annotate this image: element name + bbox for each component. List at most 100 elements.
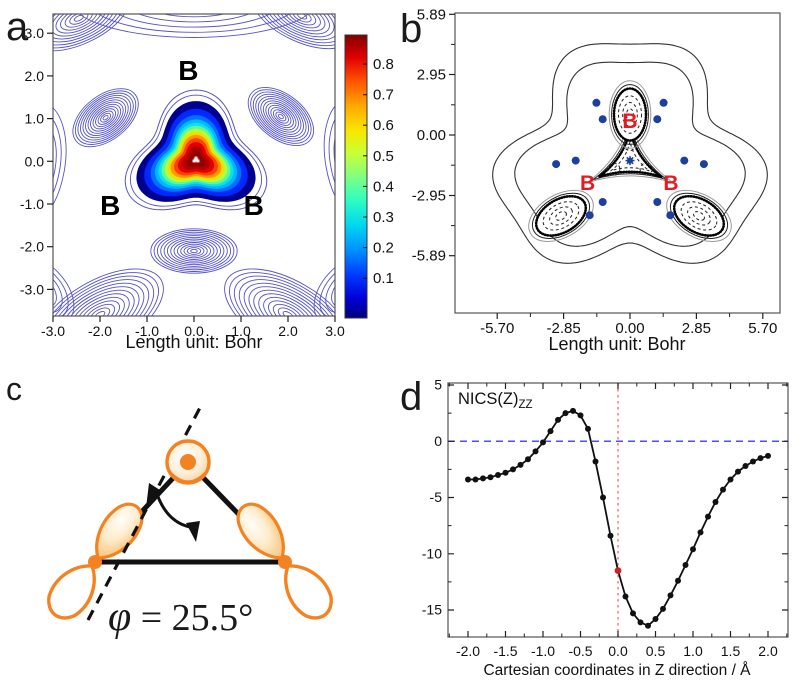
x-tick-label: 1.0	[231, 323, 251, 339]
boron-label-red: B	[622, 110, 637, 133]
x-tick-label: 1.5	[721, 643, 741, 659]
y-tick-label: 0.0	[25, 153, 45, 169]
data-point	[750, 458, 756, 465]
y-tick-label: -5.89	[412, 248, 446, 265]
data-point	[645, 622, 651, 629]
data-point	[742, 463, 749, 469]
data-point	[510, 466, 516, 473]
x-tick-label: -2.85	[546, 320, 580, 337]
outer-contour-2	[514, 61, 746, 247]
data-point	[525, 456, 531, 463]
contour-swirl	[53, 253, 75, 316]
x-tick-label: -1.0	[135, 323, 159, 339]
arrowhead-along-dashed-axis	[146, 483, 163, 508]
center-inner-dashed	[610, 141, 650, 172]
data-point	[600, 494, 606, 501]
data-point	[555, 416, 561, 423]
blue-dot	[552, 160, 561, 169]
blue-dot	[598, 198, 607, 206]
nics-data-series	[465, 407, 771, 629]
panel-label-b: b	[400, 7, 422, 51]
data-point	[705, 513, 711, 520]
contour-swirl	[53, 268, 164, 316]
contour-swirl	[313, 253, 335, 316]
chart-title: NICS(Z)ZZ	[458, 390, 533, 411]
right-p-orbital	[236, 502, 333, 620]
data-point	[585, 425, 591, 432]
axes-ticks: -2.0 -1.5 -1.0 -0.5 0.0 0.5 1.0 1.5 2.0 5 0 -5 -10 -1…	[422, 377, 788, 659]
blue-dot	[592, 98, 601, 107]
y-tick-label: -5	[430, 489, 443, 505]
y-tick-label: 0	[434, 433, 442, 449]
y-tick-label: 5.89	[417, 6, 446, 23]
panel-label-c: c	[6, 371, 22, 407]
panel-c-orbital-schematic: c φ = 25.5°	[6, 371, 333, 640]
colorbar-tick-label: 0.8	[373, 56, 394, 73]
data-point	[675, 577, 681, 584]
y-tick-label: 5	[434, 377, 442, 393]
y-tick-label: -10	[422, 545, 442, 561]
orbital-underside-arc	[168, 470, 208, 483]
axes-ticks: -5.70 -2.85 0.00 2.85 5.70 5.89 2.95 0.00 -2.95 -…	[412, 6, 778, 337]
reference-lines	[448, 383, 788, 637]
contour-swirl	[224, 268, 335, 316]
center-bold-shape	[597, 128, 663, 179]
data-point	[622, 593, 629, 600]
blue-dot	[680, 156, 689, 165]
panel-label-d: d	[400, 375, 422, 419]
data-point	[727, 476, 734, 483]
blue-dot	[571, 156, 580, 165]
top-out-of-plane-orbital	[165, 439, 211, 485]
y-tick-label: -2.95	[412, 188, 446, 205]
blob-outer-contour	[129, 94, 263, 207]
colorbar-tick-label: 0.5	[373, 148, 394, 165]
y-tick-label: 3.0	[25, 25, 45, 41]
x-tick-label: -1.5	[493, 643, 517, 659]
data-point	[667, 592, 674, 599]
center-arm-dashed-circle	[607, 162, 621, 176]
highlighted-zero-point	[614, 567, 622, 574]
y-tick-label: -1.0	[20, 196, 44, 212]
data-point	[765, 452, 771, 459]
data-point	[577, 412, 584, 419]
colorbar-tick-label: 0.6	[373, 117, 394, 134]
contour-swirl	[150, 228, 238, 274]
boron-label: B	[244, 190, 264, 221]
x-tick-label: 3.0	[325, 323, 345, 339]
orbital-lobe-contours	[608, 80, 652, 149]
blob-outer-contour	[124, 89, 268, 211]
panel-d-nics-line-chart: d -2.0 -1.5 -1.0 -0.5 0.0 0.5 1.0 1.5 2.0 5 0 -5 -10…	[400, 375, 789, 679]
center-arm-dashed-circle	[639, 162, 653, 176]
colorbar-tick-label: 0.1	[373, 270, 394, 287]
boron-label: B	[178, 55, 198, 86]
blue-dot	[653, 198, 662, 206]
contour-swirl	[53, 14, 130, 52]
blue-dot	[666, 211, 675, 220]
blue-dot	[585, 211, 594, 220]
data-point	[592, 458, 599, 465]
axes-ticks: -3.0 -2.0 -1.0 0.0 1.0 2.0 3.0 3.0 2.0 1.0 0.0 -1.0…	[20, 25, 345, 339]
data-point	[517, 461, 524, 468]
rotation-arc-arrow	[155, 493, 191, 529]
x-tick-label: 0.00	[615, 320, 644, 337]
y-tick-label: -15	[422, 602, 442, 618]
colorbar-tick-label: 0.2	[373, 240, 394, 257]
x-tick-label: 2.0	[278, 323, 298, 339]
right-orbital-lower-lobe	[284, 564, 333, 620]
data-point	[480, 475, 486, 482]
x-tick-label: 0.0	[608, 643, 628, 659]
x-tick-label: -1.0	[531, 643, 555, 659]
y-tick-label: -2.0	[20, 239, 44, 255]
x-tick-label: 2.0	[758, 643, 778, 659]
x-tick-label: 5.70	[748, 320, 777, 337]
blue-contour-lines	[53, 14, 335, 316]
center-star-marker	[625, 156, 635, 166]
x-tick-label: -2.0	[456, 643, 480, 659]
data-point	[495, 472, 501, 478]
blue-dot	[659, 98, 668, 107]
data-point	[690, 546, 696, 553]
data-point	[682, 562, 689, 568]
colorbar-ticks: 0.8 0.7 0.6 0.5 0.4 0.3 0.2 0.1	[363, 56, 394, 287]
data-point	[547, 428, 554, 435]
data-point	[562, 410, 569, 417]
